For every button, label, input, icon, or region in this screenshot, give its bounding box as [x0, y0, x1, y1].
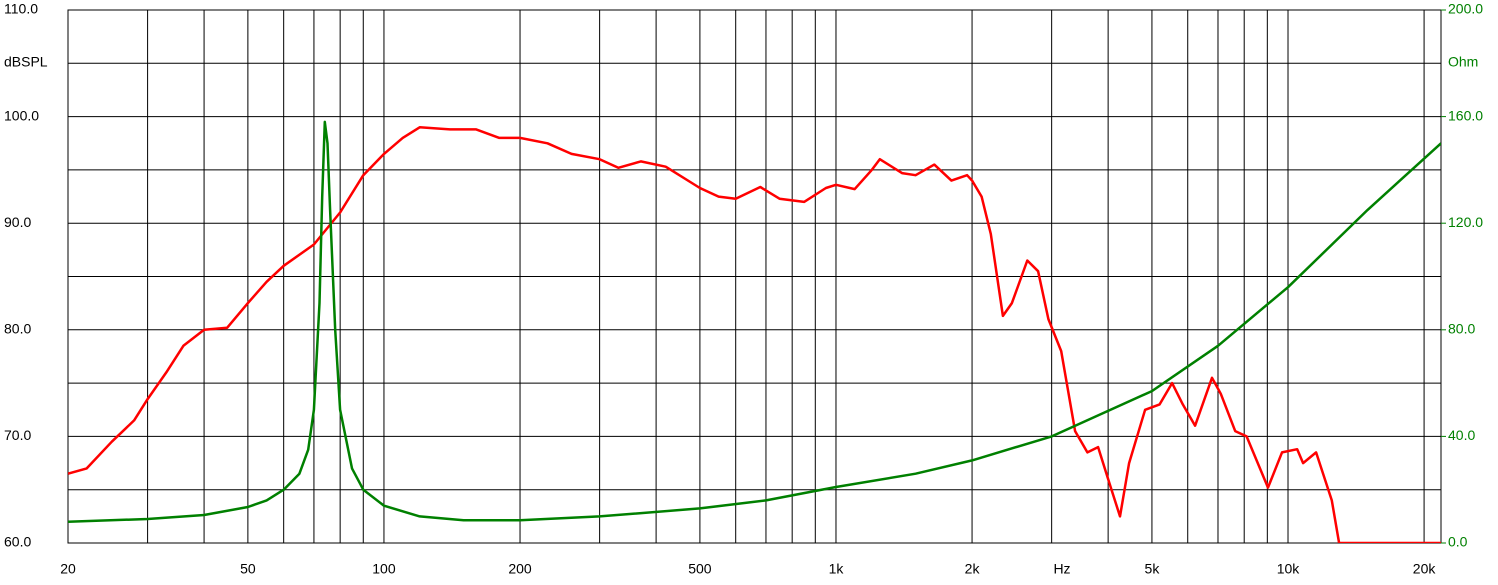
- y2-tick-label: 0.0: [1448, 534, 1468, 550]
- x-axis-label: Hz: [1053, 561, 1070, 577]
- y-tick-label: 110.0: [4, 1, 38, 17]
- curve: [68, 126, 1441, 543]
- y-tick-label: 100.0: [4, 107, 39, 123]
- x-tick-label: 200: [508, 561, 532, 577]
- x-tick-label: 50: [240, 561, 256, 577]
- x-tick-label: 5k: [1145, 561, 1161, 577]
- y2-tick-label: 120.0: [1448, 214, 1483, 230]
- y2-tick-label: 160.0: [1448, 107, 1483, 123]
- x-tick-label: 100: [372, 561, 396, 577]
- y2-tick-label: 80.0: [1448, 321, 1475, 337]
- x-tick-label: 2k: [965, 561, 981, 577]
- x-tick-label: 20: [60, 561, 76, 577]
- y2-tick-label: 40.0: [1448, 427, 1475, 443]
- x-tick-label: 500: [688, 561, 712, 577]
- y-tick-label: 60.0: [4, 534, 31, 550]
- y2-tick-label: 200.0: [1448, 1, 1483, 17]
- y2-axis-label: Ohm: [1448, 54, 1478, 70]
- curve: [68, 120, 1441, 523]
- y-axis-label: dBSPL: [4, 54, 48, 70]
- x-tick-label: 10k: [1277, 561, 1301, 577]
- y-tick-label: 80.0: [4, 321, 31, 337]
- y-tick-label: 90.0: [4, 214, 31, 230]
- x-tick-label: 1k: [829, 561, 845, 577]
- y-tick-label: 70.0: [4, 427, 31, 443]
- x-tick-label: 20k: [1413, 561, 1437, 577]
